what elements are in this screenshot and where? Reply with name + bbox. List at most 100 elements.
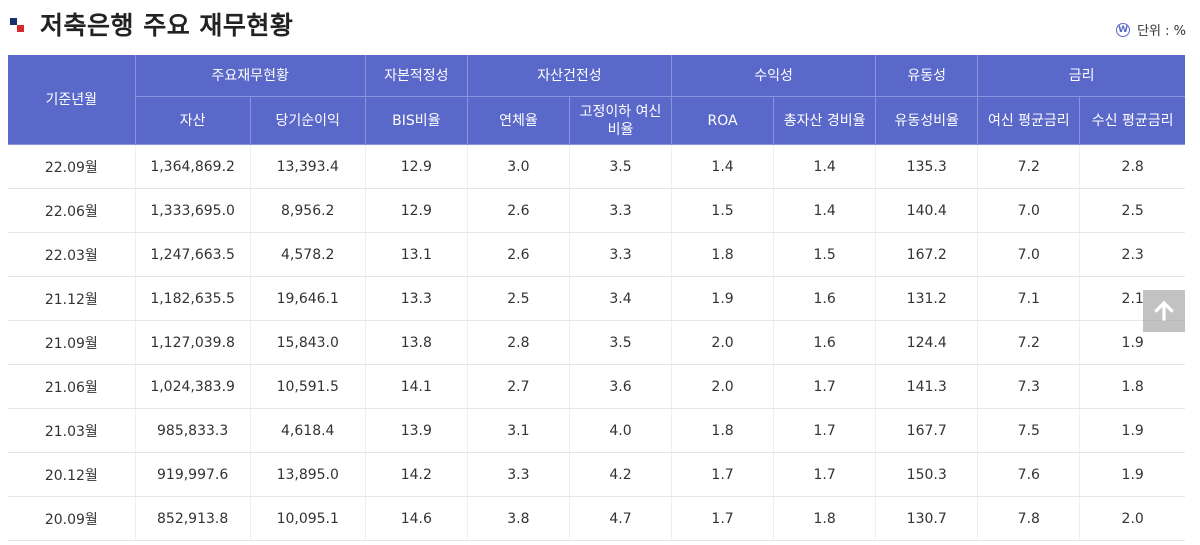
table-row: 22.09월 1,364,869.2 13,393.4 12.9 3.0 3.5 1.4 1.… [8,144,1185,189]
col-header-deposit-rate: 수신 평균금리 [1079,96,1185,145]
col-header-period: 기준년월 [8,55,136,145]
table-cell: 1.6 [773,276,876,321]
table-cell: 2.8 [466,320,570,365]
table-cell: 919,997.6 [134,452,251,497]
table-row: 21.09월 1,127,039.8 15,843.0 13.8 2.8 3.5 2.0 1.… [8,320,1185,365]
table-cell: 1,364,869.2 [134,144,251,189]
table-cell: 4.0 [568,408,672,453]
table-cell: 1.7 [773,452,876,497]
table-cell: 1,024,383.9 [134,364,251,409]
table-cell: 10,591.5 [249,364,366,409]
table-cell: 2.7 [466,364,570,409]
table-cell: 1.7 [671,496,774,541]
table-cell: 1.9 [1079,408,1185,453]
table-cell: 131.2 [875,276,978,321]
period-cell: 21.03월 [8,408,136,453]
table-cell: 1.5 [671,188,774,233]
col-header-loan-rate: 여신 평균금리 [977,96,1080,145]
table-cell: 3.6 [568,364,672,409]
table-cell: 13.9 [364,408,468,453]
table-cell: 7.1 [977,276,1080,321]
period-cell: 21.12월 [8,276,136,321]
group-header-liquidity: 유동성 [875,55,978,97]
table-cell: 1,182,635.5 [134,276,251,321]
table-cell: 2.6 [466,232,570,277]
table-cell: 13.3 [364,276,468,321]
page-title: 저축은행 주요 재무현황 [40,11,294,40]
table-cell: 4,578.2 [249,232,366,277]
table-cell: 2.0 [671,320,774,365]
table-cell: 3.1 [466,408,570,453]
table-cell: 14.6 [364,496,468,541]
table-cell: 7.2 [977,144,1080,189]
table-row: 21.12월 1,182,635.5 19,646.1 13.3 2.5 3.4 1.9 1.… [8,276,1185,321]
table-cell: 1.8 [773,496,876,541]
header-row-groups: 기준년월 주요재무현황 자본적정성 자산건전성 수익성 유동성 금리 [8,55,1185,145]
table-cell: 15,843.0 [249,320,366,365]
table-cell: 1.7 [671,452,774,497]
table-cell: 13.8 [364,320,468,365]
table-cell: 985,833.3 [134,408,251,453]
table-cell: 7.0 [977,188,1080,233]
table-cell: 2.8 [1079,144,1185,189]
table-cell: 150.3 [875,452,978,497]
col-header-bis-ratio: BIS비율 [364,96,468,145]
table-cell: 7.0 [977,232,1080,277]
table-cell: 2.0 [1079,496,1185,541]
arrow-up-icon [1154,300,1174,321]
table-cell: 2.6 [466,188,570,233]
table-cell: 7.2 [977,320,1080,365]
col-header-roa: ROA [671,96,774,145]
title-row: 저축은행 주요 재무현황 [8,6,293,42]
table-cell: 1,333,695.0 [134,188,251,233]
table-cell: 1.4 [671,144,774,189]
table-cell: 13,393.4 [249,144,366,189]
table-cell: 12.9 [364,188,468,233]
table-cell: 7.6 [977,452,1080,497]
table-cell: 1.4 [773,188,876,233]
table-row: 21.06월 1,024,383.9 10,591.5 14.1 2.7 3.6 2.0 1.… [8,364,1185,409]
table-cell: 2.5 [466,276,570,321]
table-row: 21.03월 985,833.3 4,618.4 13.9 3.1 4.0 1.8 1.7 16… [8,408,1185,453]
table-cell: 2.3 [1079,232,1185,277]
table-cell: 1,247,663.5 [134,232,251,277]
table-row: 20.12월 919,997.6 13,895.0 14.2 3.3 4.2 1.7 1.7 1… [8,452,1185,497]
table-cell: 3.8 [466,496,570,541]
col-header-assets: 자산 [134,96,251,145]
table-cell: 167.2 [875,232,978,277]
table-cell: 19,646.1 [249,276,366,321]
table-cell: 1.8 [1079,364,1185,409]
table-cell: 3.3 [568,188,672,233]
table-cell: 14.1 [364,364,468,409]
table-cell: 7.5 [977,408,1080,453]
table-cell: 852,913.8 [134,496,251,541]
table-cell: 4.7 [568,496,672,541]
col-header-liquidity-ratio: 유동성비율 [875,96,978,145]
table-cell: 141.3 [875,364,978,409]
financial-table: 기준년월 주요재무현황 자본적정성 자산건전성 수익성 유동성 금리 자산 당기… [8,55,1185,541]
table-cell: 3.3 [568,232,672,277]
unit-label: 단위 : % [1137,24,1186,39]
table-cell: 124.4 [875,320,978,365]
table-cell: 1.6 [773,320,876,365]
logo-icon [8,15,26,33]
table-cell: 135.3 [875,144,978,189]
won-icon: W [1116,22,1131,37]
table-cell: 12.9 [364,144,468,189]
table-cell: 3.3 [466,452,570,497]
scroll-top-button[interactable] [1143,290,1185,332]
period-cell: 21.09월 [8,320,136,365]
table-cell: 10,095.1 [249,496,366,541]
table-row: 20.09월 852,913.8 10,095.1 14.6 3.8 4.7 1.7 1.8 1… [8,496,1185,541]
col-header-expense-ratio: 총자산 경비율 [773,96,876,145]
table-cell: 3.4 [568,276,672,321]
table-cell: 14.2 [364,452,468,497]
group-header-interest-rate: 금리 [977,55,1185,97]
table-cell: 3.5 [568,144,672,189]
table-body: 22.09월 1,364,869.2 13,393.4 12.9 3.0 3.5 1.4 1.… [8,144,1185,541]
table-cell: 167.7 [875,408,978,453]
table-cell: 8,956.2 [249,188,366,233]
table-cell: 1,127,039.8 [134,320,251,365]
table-cell: 1.5 [773,232,876,277]
col-header-npl-ratio: 고정이하 여신비율 [568,96,672,145]
